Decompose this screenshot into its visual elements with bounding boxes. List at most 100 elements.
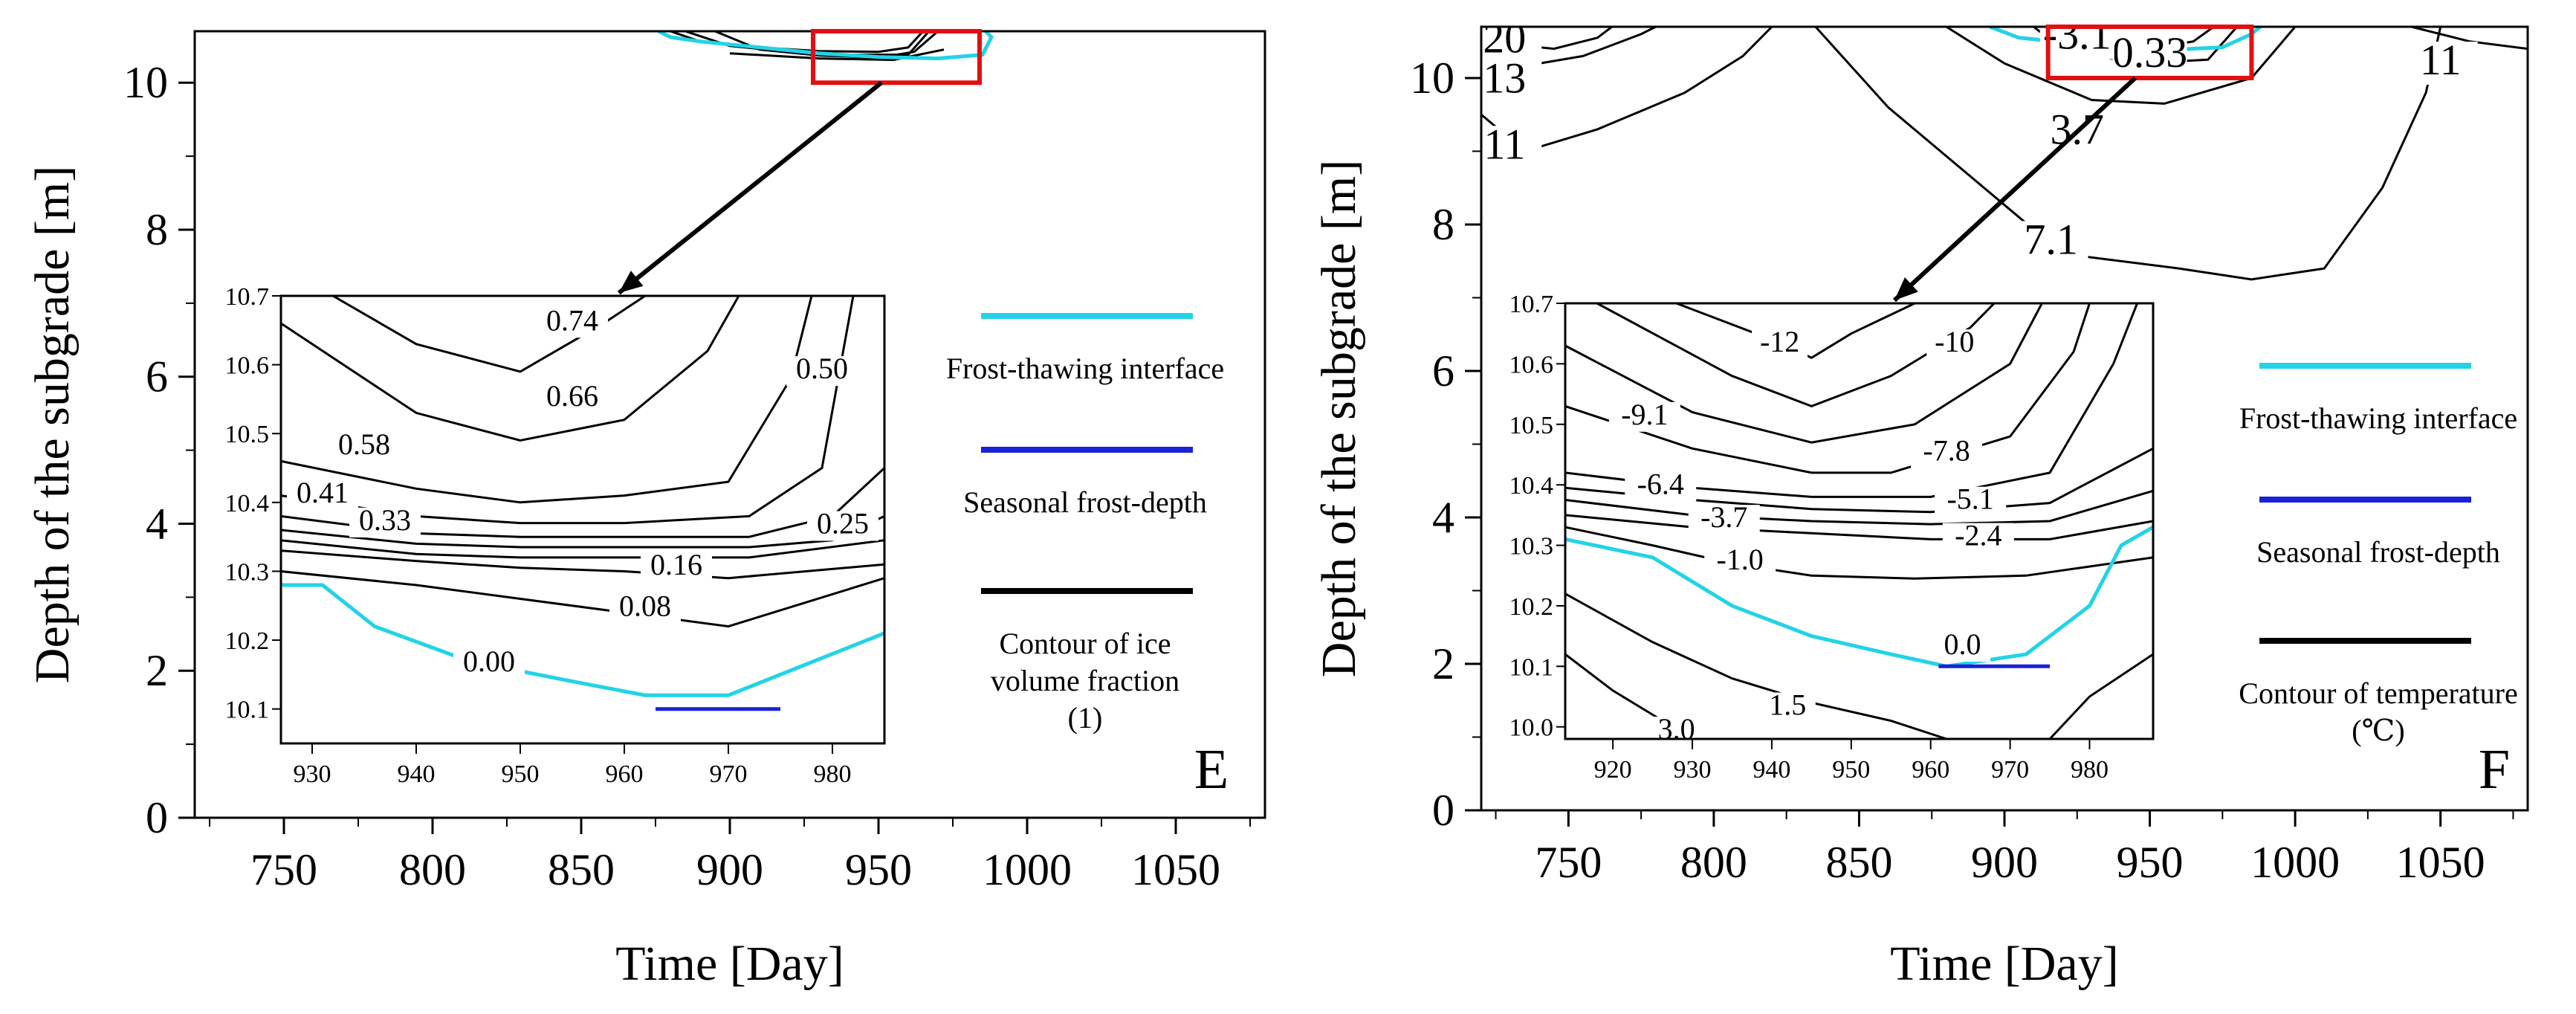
inset-contour-label: 0.08: [619, 590, 671, 623]
inset-y-tick-label: 10.6: [225, 352, 270, 380]
main-contour-label-bg: [1481, 59, 1542, 103]
zoom-arrow: [1892, 76, 2138, 303]
inset-contour-label: -6.4: [1637, 467, 1684, 500]
main-contour-label-bg: [2403, 42, 2478, 85]
x-tick-label: 950: [845, 845, 912, 894]
y-axis-label: Depth of the subgrade [m]: [1312, 160, 1366, 677]
x-tick-label: 750: [250, 845, 317, 894]
inset-contour-line: [1565, 526, 2153, 580]
main-contour-label-bg: [1481, 126, 1542, 169]
inset-x-tick-label: 950: [502, 760, 540, 788]
y-tick-label: 0: [146, 793, 168, 842]
inset-contour-label: 0.00: [463, 645, 515, 678]
legend: Frost-thawing interface Seasonal frost-de…: [946, 313, 1224, 734]
inset-contour-label: -12: [1760, 325, 1799, 358]
inset-x-tick-label: 940: [398, 760, 436, 788]
inset-contour-label: 0.16: [650, 548, 702, 581]
inset-contour-label-bg: [537, 384, 608, 414]
inset-background: [1564, 302, 2155, 740]
main-contour-line: [2411, 27, 2528, 51]
inset-contour-label: 0.74: [546, 303, 598, 337]
inset-y-tick-label: 10.5: [225, 421, 270, 448]
inset-x-tick-label: 920: [1594, 756, 1632, 784]
inset-contour-line: [1565, 303, 2091, 474]
panel-e: 750 800 850 900 950 1000 1050 0 2 4 6 8 10 Time [Day]…: [25, 29, 1266, 991]
legend-label: Seasonal frost-depth: [2256, 535, 2500, 569]
inset-y-tick-label: 10.7: [1509, 291, 1554, 318]
x-tick-label: 1000: [2250, 838, 2340, 887]
inset-x-tick-label: 950: [1832, 756, 1870, 784]
inset-contour-label: -3.7: [1700, 500, 1747, 534]
y-tick-label: 4: [146, 499, 168, 548]
zoom-arrow: [617, 80, 883, 295]
inset-contour-line: [281, 570, 884, 628]
inset-contour-label: -5.1: [1946, 482, 1993, 516]
legend-label: (1): [1068, 701, 1103, 734]
y-tick-label: 8: [1432, 200, 1454, 249]
y-tick-label: 2: [1432, 639, 1454, 688]
main-contour-label: 0.33: [2112, 28, 2188, 77]
inset-y-tick-label: 10.4: [1509, 472, 1554, 500]
inset-frost-thawing-line: [1565, 525, 2153, 668]
legend-label: (℃): [2352, 714, 2404, 747]
y-tick-label: 0: [1432, 786, 1454, 835]
inset-contour-label-bg: [1608, 401, 1680, 432]
inset-contour-label: 0.41: [297, 476, 349, 509]
inset-contour-label: 0.33: [359, 503, 411, 537]
legend-label: Frost-thawing interface: [946, 352, 1224, 385]
y-tick-label: 8: [146, 205, 168, 254]
inset-contour-label: -9.1: [1621, 398, 1668, 431]
main-contour-label: 11: [2420, 36, 2462, 84]
main-contour-label: 7.1: [2024, 215, 2078, 263]
inset-contour-line: [281, 549, 884, 580]
x-tick-label: 900: [1971, 838, 2038, 887]
main-frost-thawing-line: [657, 31, 994, 61]
inset-frame: [279, 294, 886, 745]
inset-contour-label-bg: [609, 593, 681, 624]
inset-contour-label-bg: [1648, 717, 1705, 739]
legend-label: volume fraction: [991, 664, 1179, 697]
main-contours: [657, 31, 994, 62]
inset-x-tick-label: 970: [1991, 756, 2029, 784]
main-contour-label-bg: [2039, 27, 2114, 59]
inset-y-tick-label: 10.2: [225, 627, 270, 655]
zoom-region-box: [811, 29, 982, 85]
legend: Frost-thawing interface Seasonal frost-de…: [2239, 363, 2518, 747]
inset-contour-label-bg: [1926, 329, 1983, 360]
inset-x-tick-label: 960: [1912, 756, 1949, 784]
inset-y-tick-label: 10.5: [1509, 412, 1554, 439]
inset-frame: [1564, 302, 2155, 740]
main-contour-label: 11: [1483, 120, 1525, 168]
main-contour-label: -3.1: [2043, 10, 2111, 59]
main-contour-label-bg: [1481, 27, 1542, 63]
x-tick-label: 750: [1535, 838, 1602, 887]
inset-contour-label: 1.5: [1769, 688, 1806, 721]
inset-contour-label-bg: [1688, 505, 1760, 535]
inset-contour-line: [2048, 653, 2153, 739]
inset-y-tick-label: 10.1: [1509, 653, 1554, 681]
inset-contour-label: 0.50: [796, 352, 848, 385]
inset-contour-line: [1565, 592, 1947, 739]
x-tick-label: 850: [1825, 838, 1892, 887]
y-tick-label: 6: [146, 352, 168, 401]
inset-y-tick-label: 10.6: [1509, 351, 1554, 378]
inset-contour-label-bg: [1752, 329, 1808, 360]
inset-x-tick-label: 970: [710, 760, 748, 788]
y-tick-label: 10: [123, 58, 168, 107]
inset-contour-label: 0.58: [338, 427, 390, 461]
inset-contour-label-bg: [1911, 438, 1983, 468]
main-contour-label: 20: [1483, 13, 1526, 62]
inset-y-tick-label: 10.1: [225, 697, 270, 724]
main-contour-line: [729, 48, 945, 62]
legend-label: Seasonal frost-depth: [963, 485, 1207, 519]
x-tick-label: 1050: [2396, 838, 2485, 887]
inset-contour-label: -2.4: [1955, 519, 2001, 552]
inset-contour-line: [1565, 303, 2043, 444]
zoom-arrow-head: [1894, 277, 1918, 300]
panel-letter: F: [2479, 738, 2510, 801]
inset-contours: 0.74 0.66 0.58 0.50 0.41 0.33 0.25 0.16 0.08 0.00: [281, 296, 884, 711]
inset-contour-label-bg: [453, 648, 525, 679]
x-tick-label: 950: [2117, 838, 2184, 887]
panel-letter: E: [1194, 738, 1229, 801]
